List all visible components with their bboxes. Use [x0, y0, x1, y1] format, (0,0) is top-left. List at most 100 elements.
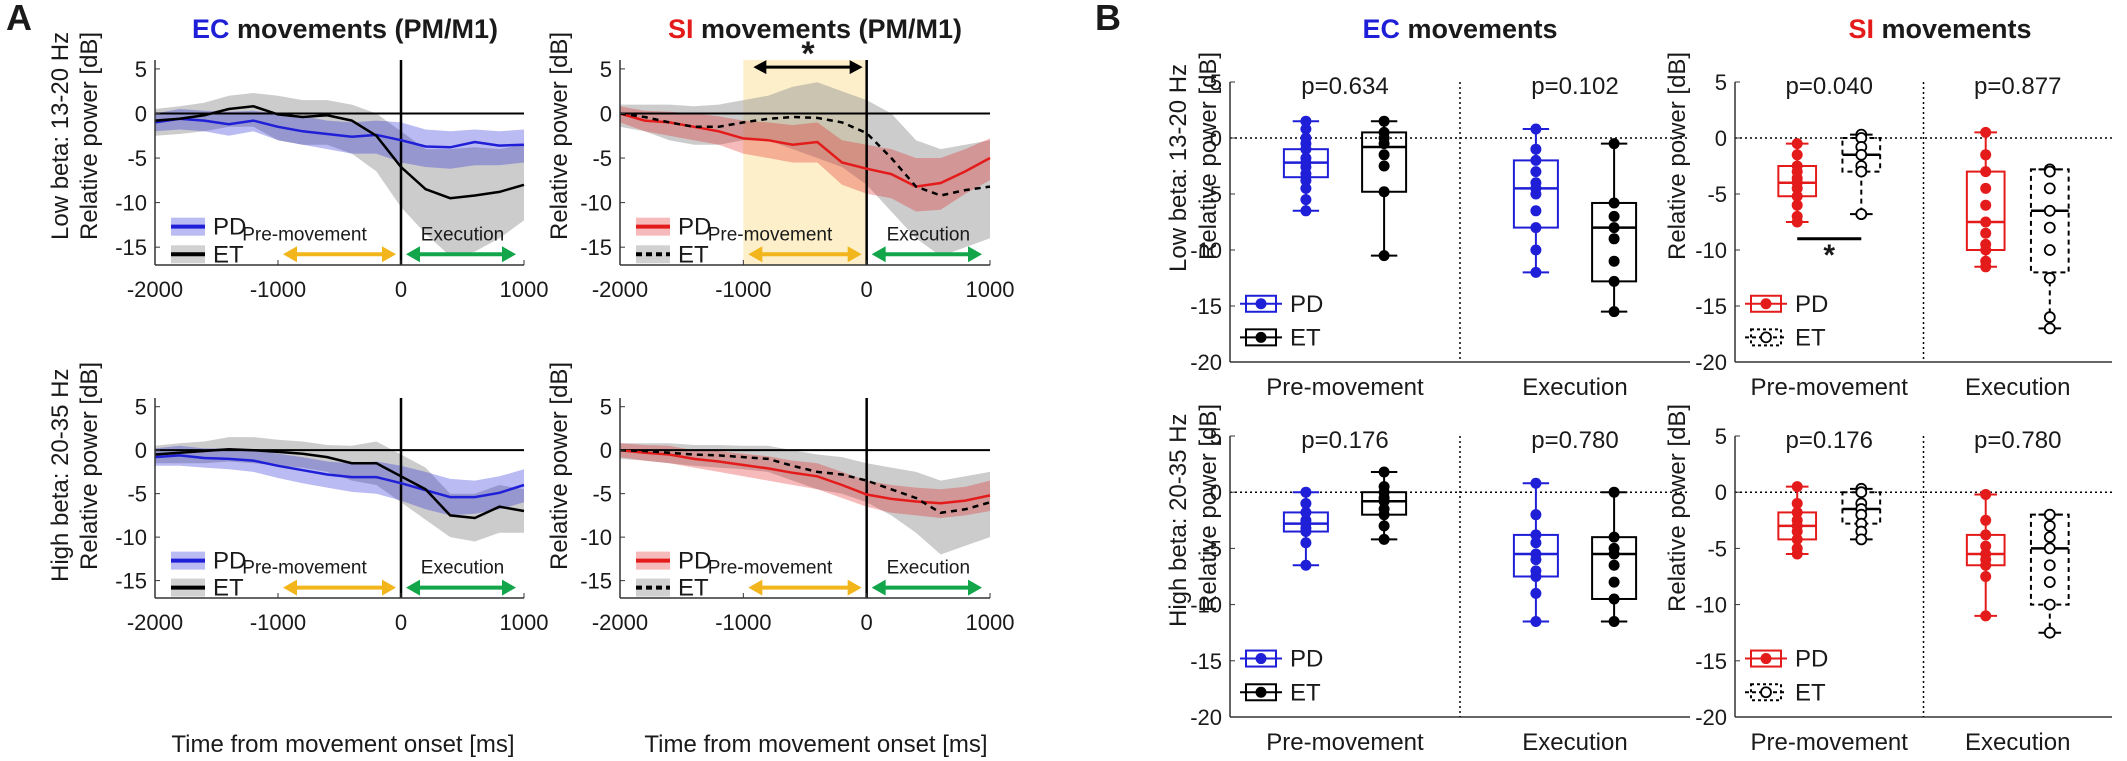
data-point — [1791, 506, 1803, 518]
legend-et-label: ET — [213, 575, 244, 602]
row-label-b-high: High beta: 20-35 Hz — [1165, 414, 1192, 627]
y-tick-label: -5 — [592, 146, 612, 171]
data-point — [1530, 554, 1542, 566]
line-pd — [154, 454, 525, 499]
data-point — [2043, 322, 2056, 335]
legend-et-box — [1750, 328, 1782, 347]
p-value-label: p=0.780 — [1974, 427, 2061, 454]
data-point — [1608, 615, 1620, 627]
significance-bracket-head-right — [849, 60, 863, 75]
legend-et-band — [636, 578, 670, 597]
p-value-label: p=0.176 — [1301, 427, 1388, 454]
y-tick-label: 0 — [1715, 126, 1727, 151]
data-point — [1300, 559, 1312, 571]
p-value-label: p=0.780 — [1531, 427, 1618, 454]
title-b-ec-prefix: EC — [1362, 14, 1400, 44]
data-point — [1608, 275, 1620, 287]
data-point — [1378, 509, 1390, 521]
data-point — [1530, 615, 1542, 627]
legend-pd-dot — [1760, 653, 1772, 665]
band-et — [155, 437, 524, 542]
data-point — [1855, 486, 1868, 499]
data-point — [1378, 115, 1390, 127]
data-point — [1791, 548, 1803, 560]
data-point — [2043, 626, 2056, 639]
data-point — [1608, 306, 1620, 318]
category-label: Execution — [1522, 729, 1627, 756]
significance-bracket-head-left — [753, 60, 767, 75]
legend-pd-label: PD — [1290, 646, 1323, 673]
x-tick-label: 0 — [395, 610, 407, 635]
data-point — [1608, 197, 1620, 209]
data-point — [1378, 186, 1390, 198]
premovement-arrow-head-left — [748, 246, 763, 263]
execution-arrow-head-right — [502, 579, 516, 596]
data-point — [1300, 175, 1312, 187]
ylabel-b-si-high: Relative power [dB] — [1664, 404, 1691, 612]
ylabel-b-si-low: Relative power [dB] — [1664, 52, 1691, 260]
x-tick-label: -1000 — [715, 610, 771, 635]
data-point — [1530, 123, 1542, 135]
x-tick-label: -1000 — [250, 277, 306, 302]
data-point — [1530, 571, 1542, 582]
legend-pd-label: PD — [1795, 291, 1828, 318]
x-tick-label: -1000 — [250, 610, 306, 635]
execution-arrow-head-right — [502, 246, 516, 263]
title-b-ec-suffix: movements — [1400, 14, 1558, 44]
legend-pd-box — [1245, 649, 1277, 668]
premovement-arrow-head-right — [382, 246, 396, 263]
title-a-ec-suffix: movements (PM/M1) — [229, 14, 498, 44]
legend-et-label: ET — [1290, 324, 1321, 351]
data-point — [1980, 559, 1992, 571]
data-point — [1980, 166, 1992, 178]
data-point — [1300, 143, 1312, 155]
execution-arrow-head-left — [871, 579, 886, 596]
y-tick-label: 5 — [1715, 70, 1727, 95]
chart-A-high-EC: 5 0 -5 -10 -15 -2000 -1000 0 1000 Pre-movement Exe… — [115, 395, 548, 635]
title-b-ec: EC movements — [1362, 14, 1557, 44]
category-label: Pre-movement — [1266, 729, 1424, 756]
ylabel-b-high: Relative power [dB] — [1195, 404, 1222, 612]
data-point — [1378, 533, 1390, 545]
premovement-arrow-head-right — [847, 579, 862, 596]
data-point — [1530, 244, 1542, 256]
data-point — [2043, 576, 2056, 589]
y-tick-label: 5 — [1715, 424, 1727, 449]
legend-et-label: ET — [678, 575, 709, 602]
chart-B-high-SI: 5 0 -5 -10 -15 -20 Pre-movement p=0.176 Executio… — [1695, 424, 2112, 756]
y-tick-label: 5 — [1210, 70, 1222, 95]
legend-pd-label: PD — [213, 214, 246, 241]
x-tick-label: -2000 — [127, 610, 183, 635]
data-point — [1378, 466, 1390, 478]
data-point — [1378, 138, 1390, 150]
execution-arrow-head-left — [406, 246, 420, 263]
legend-pd-label: PD — [1290, 291, 1323, 318]
legend-et-dot — [1760, 331, 1772, 344]
y-tick-label: -10 — [580, 525, 612, 550]
data-point — [1530, 477, 1542, 489]
legend-et-box — [1245, 683, 1277, 702]
data-point — [1791, 190, 1803, 202]
data-point — [1378, 250, 1390, 262]
data-point — [1855, 165, 1868, 178]
band-pd — [155, 109, 524, 169]
data-point — [1300, 497, 1312, 509]
data-point — [1530, 166, 1542, 178]
data-point — [1530, 205, 1542, 217]
legend-et-label: ET — [678, 241, 709, 268]
x-tick-label: 1000 — [500, 610, 549, 635]
data-point — [1608, 576, 1620, 588]
line-pd — [619, 112, 991, 188]
data-point — [1378, 495, 1390, 507]
data-point — [2043, 272, 2056, 284]
y-tick-label: 5 — [135, 57, 147, 82]
phase-label-exec: Execution — [421, 224, 504, 245]
legend-et-label: ET — [1795, 679, 1826, 706]
data-point — [1791, 481, 1803, 493]
legend-et-band — [636, 245, 670, 264]
p-value-label: p=0.040 — [1786, 73, 1873, 100]
execution-arrow-head-left — [406, 579, 420, 596]
phase-label-pre: Pre-movement — [242, 224, 367, 245]
data-point — [1791, 497, 1803, 509]
ylabel-b-low: Relative power [dB] — [1195, 52, 1222, 260]
